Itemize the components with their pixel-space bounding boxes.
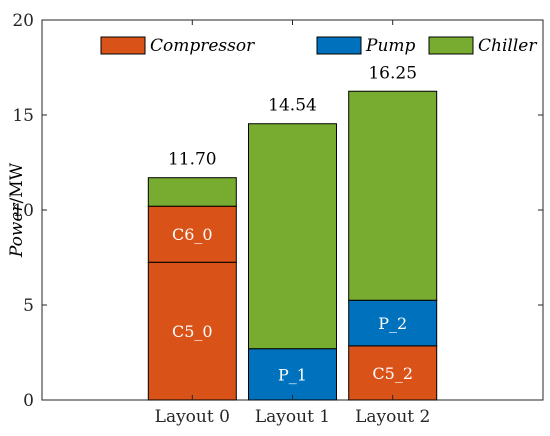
x-tick-label: Layout 1 — [255, 407, 330, 427]
y-axis-label-unit: /MW — [7, 162, 27, 203]
bar-segment-pump — [348, 299, 438, 347]
legend-swatch-chiller — [428, 36, 474, 55]
bar-segment-chiller — [147, 177, 237, 207]
bar-segment-compressor — [147, 261, 237, 401]
axes — [42, 19, 543, 401]
chart-labels: C5_0 C6_0 11.70 Layout 0 P_1 14.54 Layout 1 C5_… — [7, 11, 430, 427]
y-tick-label: 5 — [23, 296, 34, 316]
bar-segment-chiller — [348, 90, 438, 301]
segment-label: C5_0 — [172, 322, 213, 341]
y-tick-label: 0 — [23, 391, 34, 411]
segment-label: P_1 — [278, 365, 307, 384]
bar-group — [147, 90, 438, 401]
y-tick-label: 10 — [12, 201, 34, 221]
bar-total-label: 14.54 — [268, 96, 317, 116]
legend-swatch-pump — [316, 36, 362, 55]
segment-label: C6_0 — [172, 225, 213, 244]
bar-segment-chiller — [248, 123, 337, 350]
bar-total-label: 16.25 — [368, 63, 417, 83]
legend-label-chiller: Chiller — [478, 36, 537, 56]
legend: Compressor Pump Chiller — [100, 36, 537, 56]
segment-label: P_2 — [378, 314, 407, 333]
legend-swatch-compressor — [100, 36, 146, 55]
y-tick-label: 15 — [12, 106, 34, 126]
x-tick-label: Layout 2 — [355, 407, 430, 427]
y-tick-label: 20 — [12, 11, 34, 31]
y-axis-label: Power/MW — [7, 162, 27, 258]
bar-total-label: 11.70 — [168, 150, 217, 170]
legend-label-compressor: Compressor — [150, 36, 255, 56]
legend-label-pump: Pump — [365, 36, 416, 56]
segment-label: C5_2 — [372, 364, 413, 383]
x-tick-label: Layout 0 — [155, 407, 230, 427]
y-axis-label-variable: Power — [7, 203, 27, 259]
